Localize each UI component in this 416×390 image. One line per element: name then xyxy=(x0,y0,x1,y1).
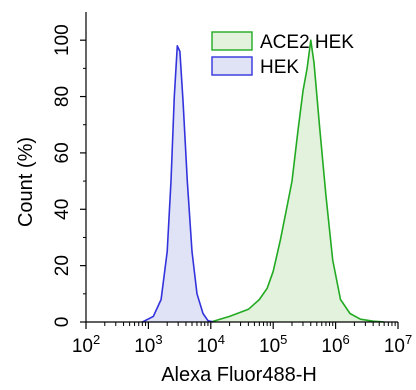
series-ace2-hek-area xyxy=(210,40,385,322)
x-tick-label-1e5: 105 xyxy=(259,332,287,357)
series-hek-area xyxy=(142,45,214,323)
y-tick-label-40: 40 xyxy=(52,199,73,220)
legend-swatch-hek xyxy=(211,56,253,76)
y-tick-label-80: 80 xyxy=(52,86,73,107)
x-tick-label-1e6: 106 xyxy=(321,332,349,357)
x-tick-label-1e2: 102 xyxy=(72,332,100,357)
series-hek-line xyxy=(142,45,214,323)
legend-label-hek: HEK xyxy=(260,57,299,78)
legend-label-ace2-hek: ACE2 HEK xyxy=(260,32,354,53)
x-axis-title: Alexa Fluor488-H xyxy=(161,364,317,386)
x-tick-label-1e3: 103 xyxy=(134,332,162,357)
y-tick-label-20: 20 xyxy=(52,255,73,276)
legend-swatch-ace2-hek xyxy=(211,31,253,51)
series-layer xyxy=(142,39,385,323)
legend: ACE2 HEK HEK xyxy=(211,31,354,78)
y-tick-label-60: 60 xyxy=(52,142,73,163)
y-tick-label-0: 0 xyxy=(52,317,73,328)
series-ace2-hek-line xyxy=(210,39,385,323)
y-tick-label-100: 100 xyxy=(52,24,73,56)
x-tick-label-1e7: 107 xyxy=(384,332,412,357)
y-axis-title: Count (%) xyxy=(15,137,37,227)
x-tick-label-1e4: 104 xyxy=(197,332,225,357)
axes-layer: 0 20 40 60 80 100 102 103 104 105 106 107 xyxy=(52,12,412,357)
